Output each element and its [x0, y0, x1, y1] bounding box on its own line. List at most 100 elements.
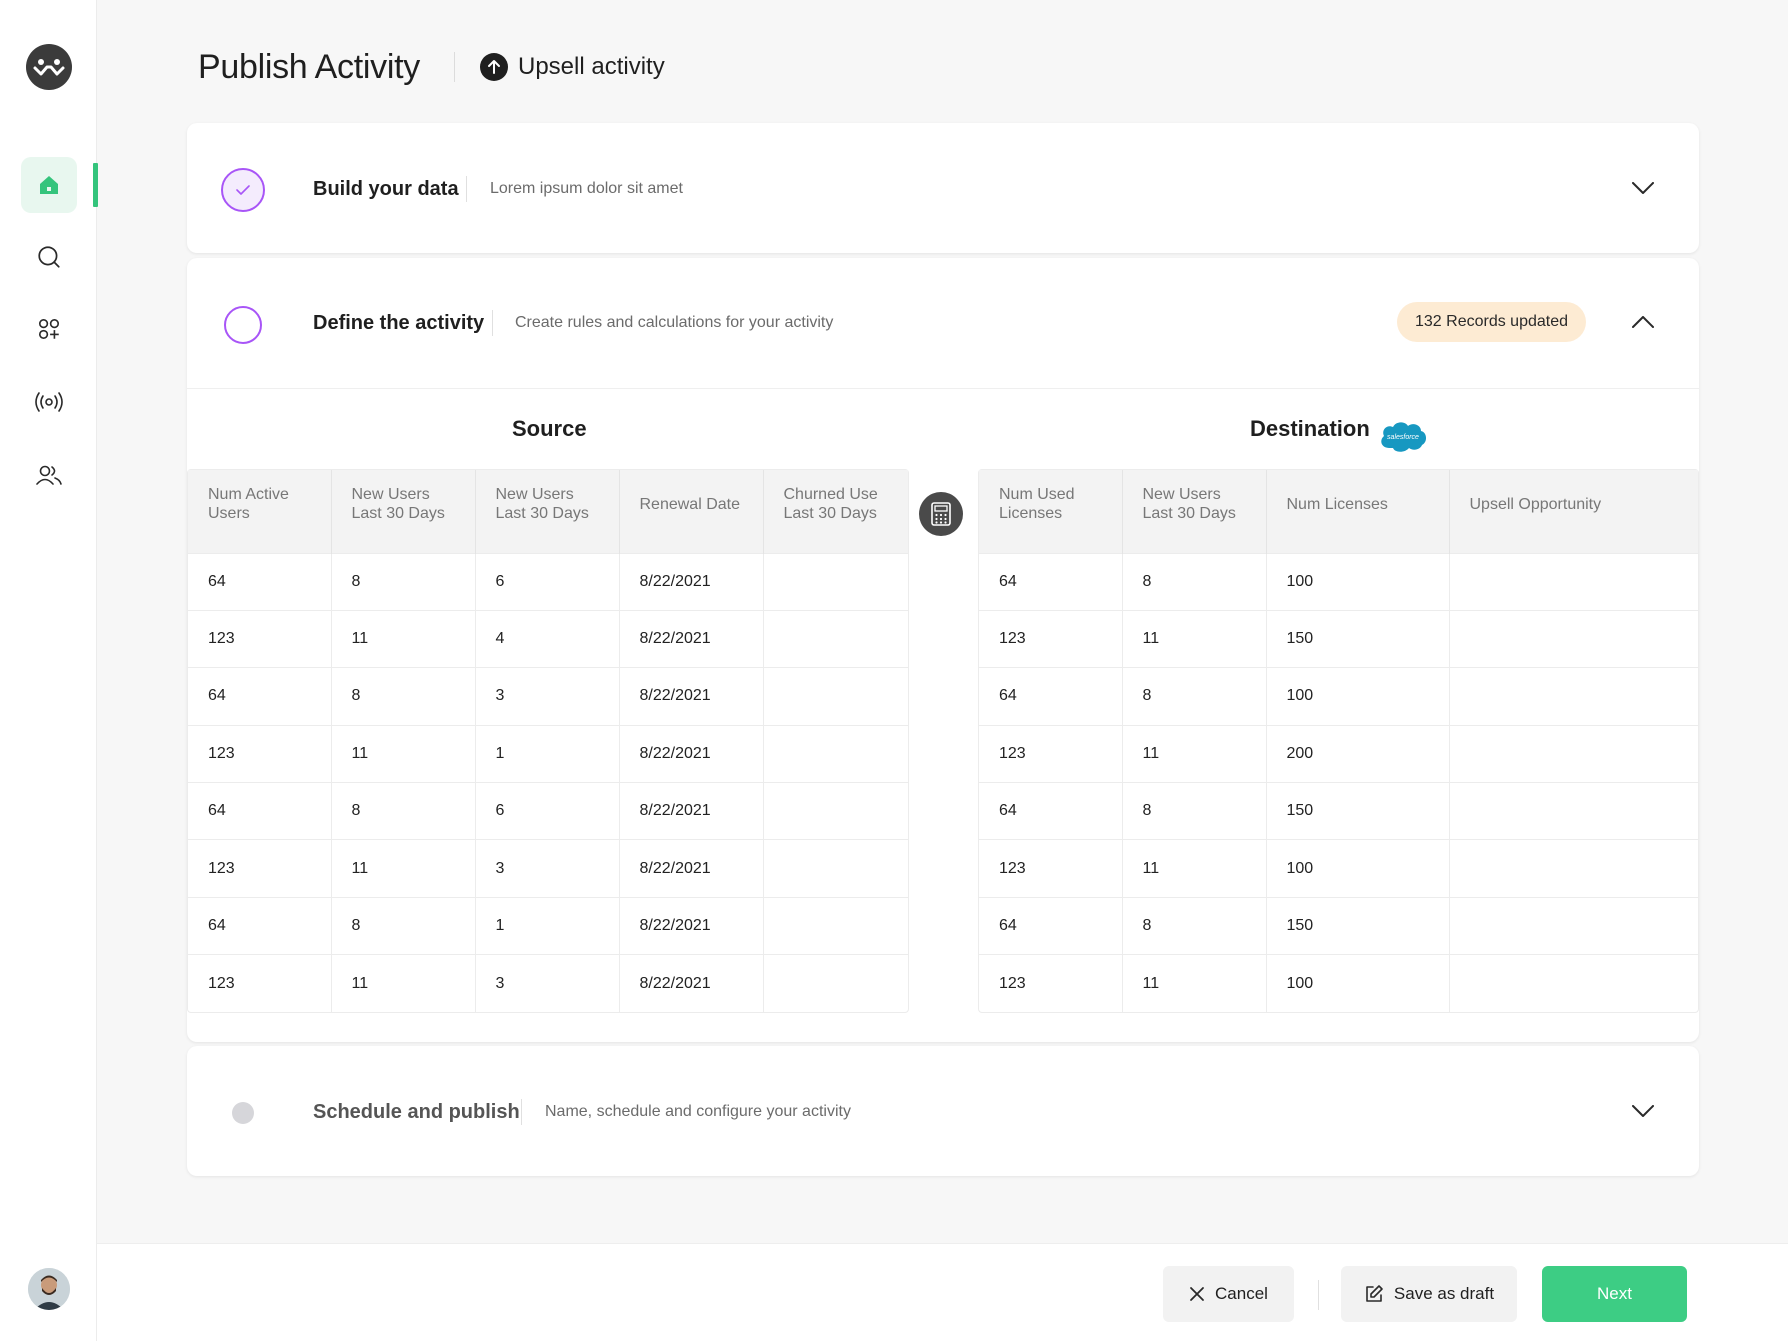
table-cell [1449, 954, 1698, 1013]
app-logo[interactable] [26, 44, 72, 90]
table-cell: 123 [188, 839, 332, 898]
table-cell [763, 839, 908, 898]
table-cell: 100 [1266, 954, 1450, 1013]
table-cell: 8/22/2021 [619, 782, 764, 840]
step-title: Schedule and publish [313, 1101, 520, 1123]
column-header-label: Churned Use Last 30 Days [783, 486, 878, 523]
table-cell [1449, 667, 1698, 726]
table-cell: 11 [1122, 839, 1267, 898]
table-row: 64 8 100 [979, 552, 1698, 611]
records-updated-badge: 132 Records updated [1397, 302, 1586, 342]
chevron-up-icon [1632, 316, 1654, 328]
source-title: Source [512, 416, 587, 441]
table-row: 64 8 150 [979, 896, 1698, 955]
broadcast-icon [35, 392, 63, 412]
column-header-label: Renewal Date [639, 495, 741, 513]
table-cell: 8/22/2021 [619, 552, 764, 611]
activity-type: Upsell activity [480, 53, 665, 81]
table-cell: 11 [1122, 954, 1267, 1013]
table-row: 123 11 100 [979, 839, 1698, 898]
title-divider [454, 52, 455, 82]
table-cell: 123 [979, 724, 1123, 783]
table-row: 64 8 100 [979, 667, 1698, 726]
table-row: 123 11 1 8/22/2021 [188, 724, 908, 783]
table-cell: 8 [331, 667, 476, 726]
sidebar-item-search[interactable] [21, 229, 77, 285]
table-cell: 11 [331, 609, 476, 668]
step-divider [466, 176, 467, 202]
step-pending-indicator [232, 1102, 254, 1124]
table-cell: 123 [979, 954, 1123, 1013]
sidebar [0, 0, 98, 1341]
table-cell: 123 [979, 609, 1123, 668]
table-cell: 11 [331, 954, 476, 1013]
expand-chevron-button[interactable] [1631, 1099, 1655, 1123]
sidebar-item-home[interactable] [21, 157, 77, 213]
salesforce-logo: salesforce [1381, 422, 1427, 452]
table-cell: 6 [475, 552, 620, 611]
table-cell: 64 [979, 782, 1123, 840]
step-divider [521, 1099, 522, 1125]
user-avatar-image [28, 1268, 70, 1310]
destination-title: Destination [1250, 416, 1370, 441]
table-cell: 150 [1266, 896, 1450, 955]
source-table: Num Active Users New Users Last 30 Days Ne… [187, 469, 909, 1014]
table-cell: 1 [475, 896, 620, 955]
table-cell [1449, 896, 1698, 955]
step-description: Name, schedule and configure your activi… [545, 1103, 851, 1120]
table-cell [1449, 609, 1698, 668]
table-cell: 11 [331, 839, 476, 898]
table-cell: 64 [188, 552, 332, 611]
table-cell: 123 [188, 954, 332, 1013]
table-row: 123 11 3 8/22/2021 [188, 954, 908, 1013]
table-cell: 100 [1266, 839, 1450, 898]
arrow-up-icon [480, 53, 508, 81]
table-cell: 150 [1266, 609, 1450, 668]
table-row: 123 11 100 [979, 954, 1698, 1013]
collapse-chevron-button[interactable] [1631, 310, 1655, 334]
column-header: Num Licenses [1266, 470, 1450, 553]
user-avatar[interactable] [28, 1268, 70, 1310]
table-cell [1449, 552, 1698, 611]
sidebar-item-apps[interactable] [21, 301, 77, 357]
table-cell: 150 [1266, 782, 1450, 840]
table-cell: 11 [1122, 609, 1267, 668]
table-cell: 64 [188, 782, 332, 840]
column-header-label: Num Licenses [1286, 495, 1388, 513]
column-header: New Users Last 30 Days [331, 470, 476, 553]
table-cell: 11 [331, 724, 476, 783]
svg-text:salesforce: salesforce [1387, 434, 1419, 441]
next-button[interactable]: Next [1542, 1266, 1687, 1322]
column-header-label: Upsell Opportunity [1469, 495, 1602, 513]
table-cell: 8 [1122, 552, 1267, 611]
sidebar-item-broadcast[interactable] [21, 374, 77, 430]
table-cell: 123 [979, 839, 1123, 898]
step-description: Create rules and calculations for your a… [515, 314, 834, 331]
table-cell [763, 609, 908, 668]
save-draft-button[interactable]: Save as draft [1341, 1266, 1517, 1322]
table-cell: 8/22/2021 [619, 667, 764, 726]
close-icon [1190, 1287, 1204, 1301]
table-cell [1449, 782, 1698, 840]
footer-actions: Cancel Save as draft Next [97, 1243, 1788, 1341]
sidebar-item-users[interactable] [21, 447, 77, 503]
table-cell: 123 [188, 724, 332, 783]
table-row: 64 8 3 8/22/2021 [188, 667, 908, 726]
column-header-label: Num Active Users [208, 486, 289, 523]
column-header: Churned Use Last 30 Days [763, 470, 908, 553]
table-row: 64 8 6 8/22/2021 [188, 552, 908, 611]
table-cell [1449, 724, 1698, 783]
footer-divider [1318, 1280, 1319, 1310]
calculator-button[interactable] [919, 492, 963, 536]
table-cell: 11 [1122, 724, 1267, 783]
check-icon [236, 185, 250, 195]
table-cell: 6 [475, 782, 620, 840]
table-row: 123 11 150 [979, 609, 1698, 668]
save-draft-label: Save as draft [1393, 1284, 1495, 1303]
section-divider [187, 388, 1699, 389]
table-cell [763, 896, 908, 955]
cancel-button[interactable]: Cancel [1163, 1266, 1294, 1322]
expand-chevron-button[interactable] [1631, 176, 1655, 200]
table-row: 123 11 200 [979, 724, 1698, 783]
table-cell: 8/22/2021 [619, 609, 764, 668]
